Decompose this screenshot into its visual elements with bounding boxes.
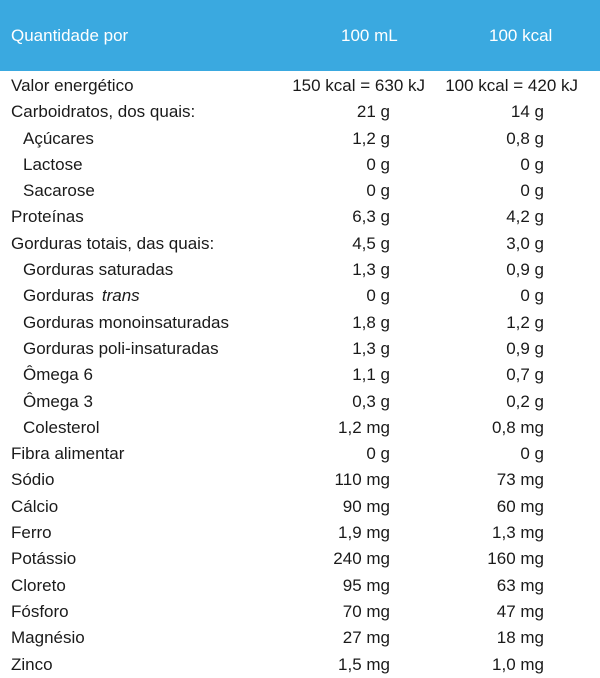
row-label: Cálcio [11, 496, 59, 516]
row-label: Potássio [11, 549, 77, 569]
row-value-per-100kcal: 0,2 g [506, 391, 544, 411]
row-value-per-100kcal: 14 g [510, 102, 544, 122]
table-row: Gorduras saturadas 1,3 g 0,9 g [0, 257, 600, 283]
table-header: Quantidade por 100 mL 100 kcal [0, 0, 600, 71]
table-row: Valor energético 150 kcal = 630 kJ 100 k… [0, 73, 600, 99]
row-value-per-100kcal: 60 mg [496, 496, 544, 516]
row-value-per-100kcal: 100 kcal = 420 kJ [445, 76, 578, 95]
row-value-per-100ml: 1,2 g [352, 128, 390, 148]
table-row: Gorduras totais, das quais: 4,5 g 3,0 g [0, 231, 600, 257]
row-label: Ferro [11, 523, 52, 543]
row-label: Fósforo [11, 601, 69, 621]
row-value-per-100kcal: 1,2 g [506, 312, 544, 332]
row-value-per-100ml: 0 g [366, 181, 390, 201]
row-value-per-100ml: 0 g [366, 154, 390, 174]
row-value-per-100ml: 150 kcal = 630 kJ [292, 76, 425, 95]
row-value-per-100ml: 1,3 g [352, 338, 390, 358]
row-label: Cloreto [11, 575, 66, 595]
table-row: Fibra alimentar 0 g 0 g [0, 441, 600, 467]
row-label: Gorduras monoinsaturadas [23, 312, 230, 332]
row-value-per-100kcal: 1,3 mg [492, 523, 544, 543]
row-value-per-100kcal: 0,9 g [506, 260, 544, 280]
row-label: Gorduras saturadas [23, 260, 174, 280]
row-label: Açúcares [23, 128, 94, 148]
header-column-per-100kcal: 100 kcal [489, 26, 553, 45]
table-row: Proteínas 6,3 g 4,2 g [0, 204, 600, 230]
header-label: Quantidade por [11, 26, 129, 45]
table-row: Carboidratos, dos quais: 21 g 14 g [0, 99, 600, 125]
row-value-per-100ml: 27 mg [342, 628, 390, 648]
row-label: Sacarose [23, 181, 95, 201]
table-row: Ferro 1,9 mg 1,3 mg [0, 520, 600, 546]
row-value-per-100kcal: 0,8 mg [492, 417, 544, 437]
row-value-per-100kcal: 0,7 g [506, 365, 544, 385]
row-value-per-100kcal: 0,9 g [506, 338, 544, 358]
table-row: Potássio 240 mg 160 mg [0, 546, 600, 572]
row-value-per-100ml: 0 g [366, 286, 390, 306]
table-row: Ômega 6 1,1 g 0,7 g [0, 362, 600, 388]
row-value-per-100kcal: 47 mg [496, 601, 544, 621]
row-label: Carboidratos, dos quais: [11, 102, 196, 122]
row-label: Zinco [11, 654, 53, 674]
row-value-per-100ml: 4,5 g [352, 233, 390, 253]
table-row: Sódio 110 mg 73 mg [0, 467, 600, 493]
row-value-per-100kcal: 3,0 g [506, 233, 544, 253]
row-value-per-100kcal: 0,8 g [506, 128, 544, 148]
row-value-per-100kcal: 0 g [520, 181, 544, 201]
table-row: Fósforo 70 mg 47 mg [0, 599, 600, 625]
row-value-per-100kcal: 18 mg [496, 628, 544, 648]
table-row: Zinco 1,5 mg 1,0 mg [0, 652, 600, 678]
row-label: Sódio [11, 470, 55, 490]
row-value-per-100kcal: 0 g [520, 286, 544, 306]
row-value-per-100ml: 1,9 mg [338, 523, 390, 543]
row-label: Gorduras poli-insaturadas [23, 338, 219, 358]
row-value-per-100ml: 1,5 mg [338, 654, 390, 674]
table-row: Cloreto 95 mg 63 mg [0, 573, 600, 599]
row-value-per-100kcal: 1,0 mg [492, 654, 544, 674]
row-value-per-100ml: 0 g [366, 444, 390, 464]
table-row: Colesterol 1,2 mg 0,8 mg [0, 415, 600, 441]
row-label: Colesterol [23, 417, 100, 437]
row-value-per-100kcal: 63 mg [496, 575, 544, 595]
row-value-per-100kcal: 73 mg [496, 470, 544, 490]
table-row: Cálcio 90 mg 60 mg [0, 494, 600, 520]
row-value-per-100ml: 1,2 mg [338, 417, 390, 437]
row-label: Magnésio [11, 628, 85, 648]
row-value-per-100ml: 6,3 g [352, 207, 390, 227]
row-value-per-100ml: 90 mg [342, 496, 390, 516]
table-row: Sacarose 0 g 0 g [0, 178, 600, 204]
row-label: Ômega 3 [23, 391, 93, 411]
row-value-per-100ml: 0,3 g [352, 391, 390, 411]
row-label: Proteínas [11, 207, 84, 227]
row-value-per-100ml: 1,8 g [352, 312, 390, 332]
table-row: Magnésio 27 mg 18 mg [0, 625, 600, 651]
row-value-per-100kcal: 160 mg [487, 549, 544, 569]
row-label: Valor energético [11, 76, 134, 95]
row-value-per-100kcal: 0 g [520, 154, 544, 174]
row-label: Ômega 6 [23, 365, 93, 385]
row-value-per-100ml: 1,3 g [352, 260, 390, 280]
table-row: Gorduras monoinsaturadas 1,8 g 1,2 g [0, 310, 600, 336]
row-label-italic: trans [101, 286, 140, 306]
table-row: Açúcares 1,2 g 0,8 g [0, 126, 600, 152]
row-label: Lactose [23, 154, 83, 174]
row-value-per-100ml: 21 g [356, 102, 390, 122]
row-label: Fibra alimentar [11, 444, 125, 464]
row-value-per-100ml: 110 mg [334, 470, 390, 490]
row-value-per-100ml: 95 mg [342, 575, 390, 595]
row-label: Gorduras totais, das quais: [11, 233, 215, 253]
table-row: Gorduras trans 0 g 0 g [0, 283, 600, 309]
header-column-per-100ml: 100 mL [341, 26, 398, 45]
table-row: Lactose 0 g 0 g [0, 152, 600, 178]
row-value-per-100ml: 1,1 g [352, 365, 390, 385]
table-row: Ômega 3 0,3 g 0,2 g [0, 389, 600, 415]
row-value-per-100kcal: 0 g [520, 444, 544, 464]
nutrition-table-body: Valor energético 150 kcal = 630 kJ 100 k… [0, 73, 600, 678]
row-value-per-100ml: 240 mg [333, 549, 390, 569]
row-label-text: Gorduras [23, 286, 94, 306]
table-row: Gorduras poli-insaturadas 1,3 g 0,9 g [0, 336, 600, 362]
row-value-per-100kcal: 4,2 g [506, 207, 544, 227]
row-value-per-100ml: 70 mg [342, 601, 390, 621]
row-label: Gorduras trans [23, 283, 140, 309]
